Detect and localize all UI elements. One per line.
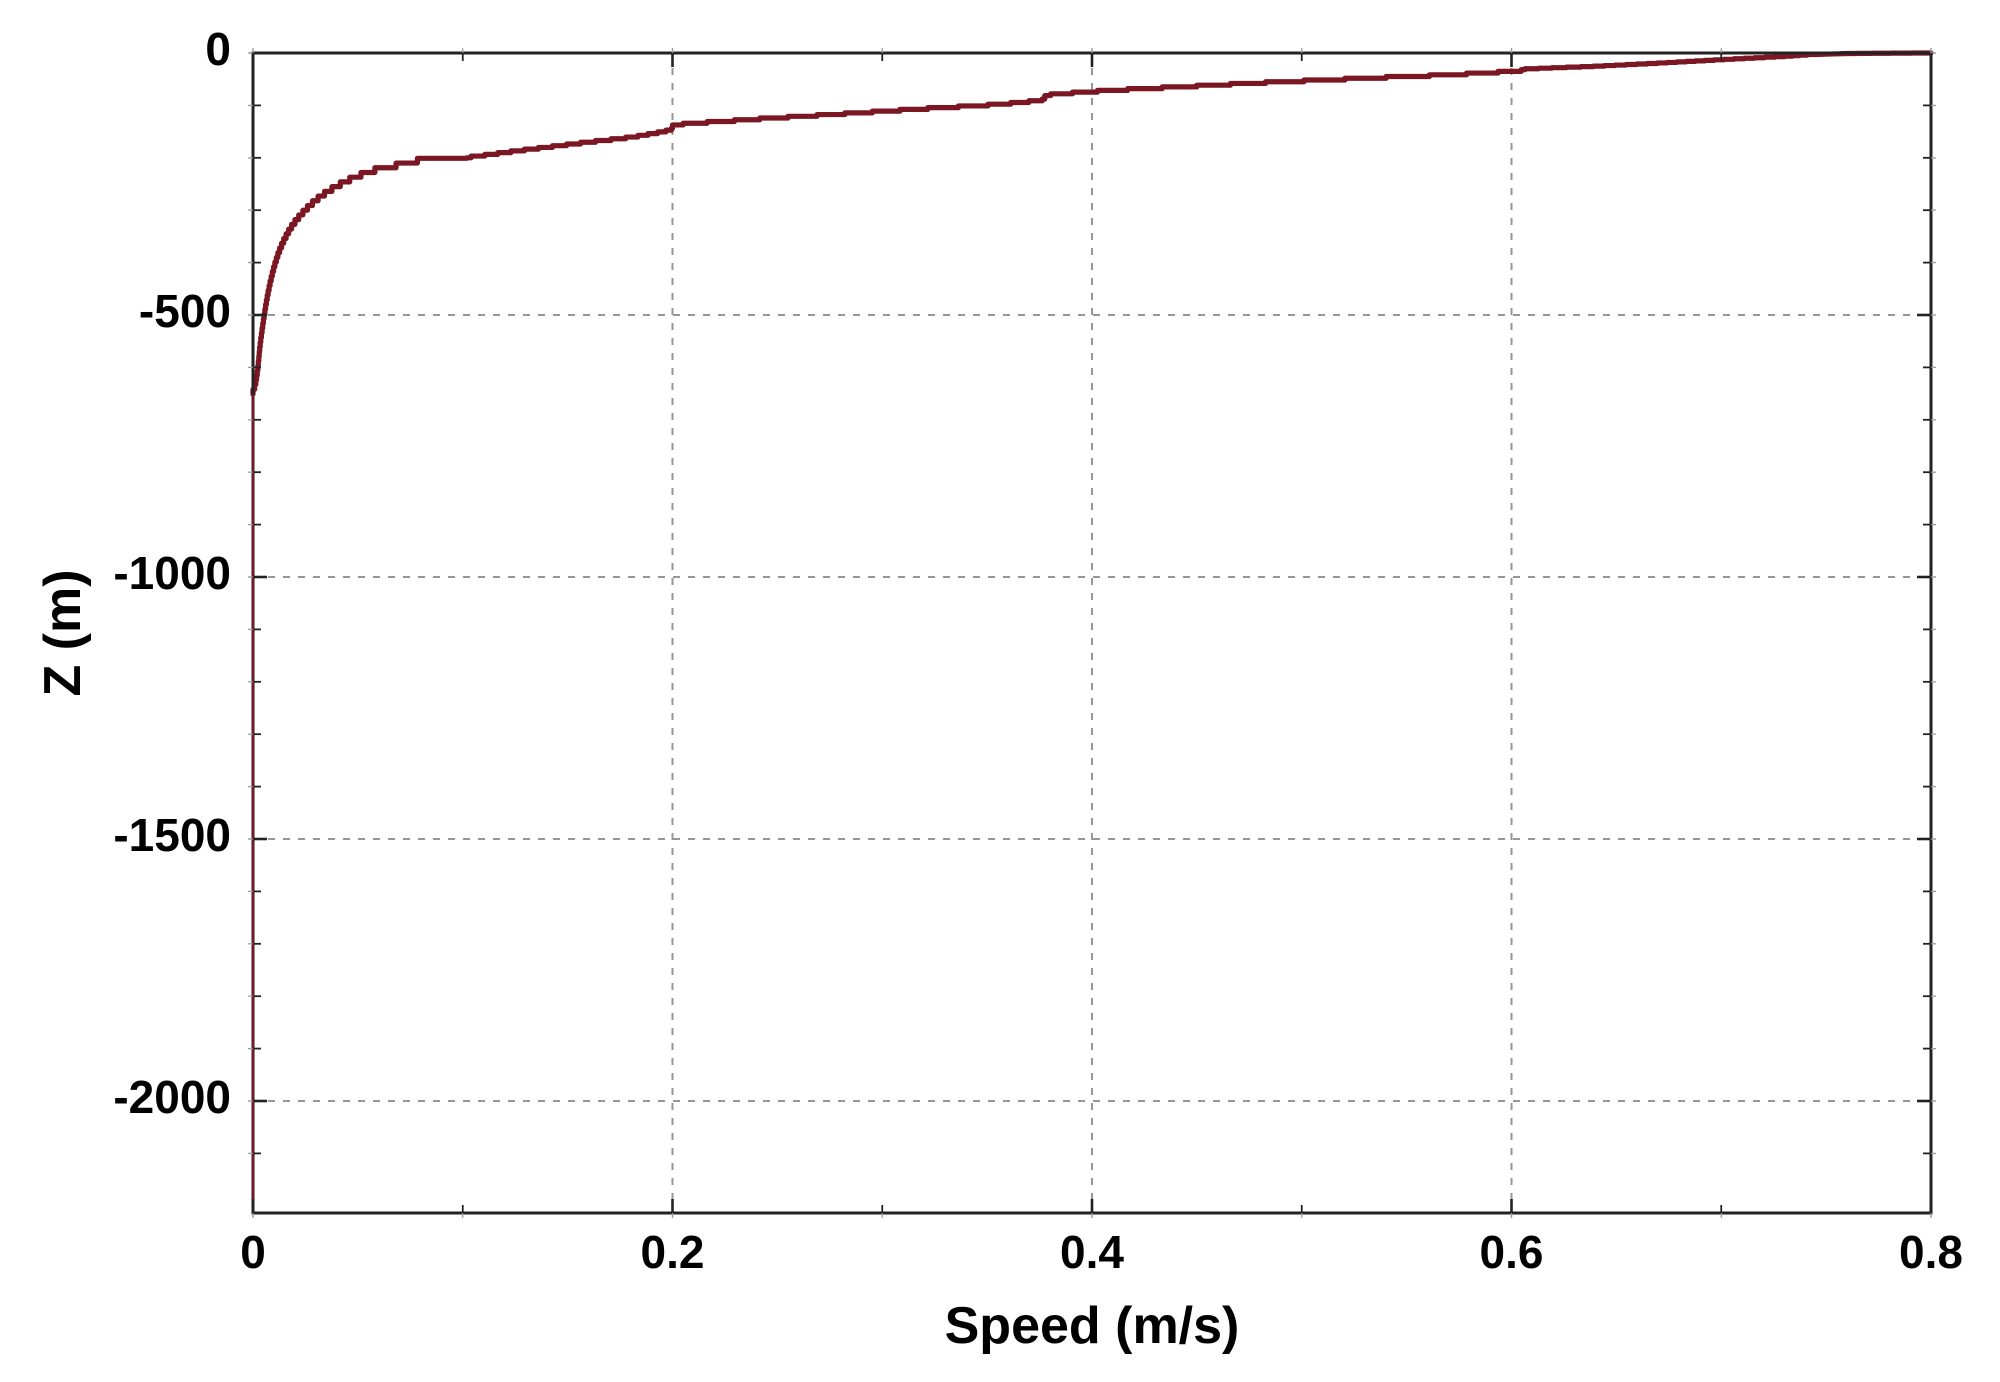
svg-text:-2000: -2000 <box>113 1071 231 1123</box>
svg-text:Speed (m/s): Speed (m/s) <box>945 1297 1240 1355</box>
svg-text:0: 0 <box>240 1226 266 1278</box>
svg-text:Z (m): Z (m) <box>34 569 92 696</box>
svg-text:0.8: 0.8 <box>1899 1226 1963 1278</box>
svg-text:0: 0 <box>205 23 231 75</box>
svg-text:0.6: 0.6 <box>1480 1226 1544 1278</box>
svg-text:-1500: -1500 <box>113 809 231 861</box>
svg-text:-500: -500 <box>139 285 231 337</box>
svg-text:0.4: 0.4 <box>1060 1226 1124 1278</box>
svg-text:-1000: -1000 <box>113 547 231 599</box>
svg-text:0.2: 0.2 <box>641 1226 705 1278</box>
